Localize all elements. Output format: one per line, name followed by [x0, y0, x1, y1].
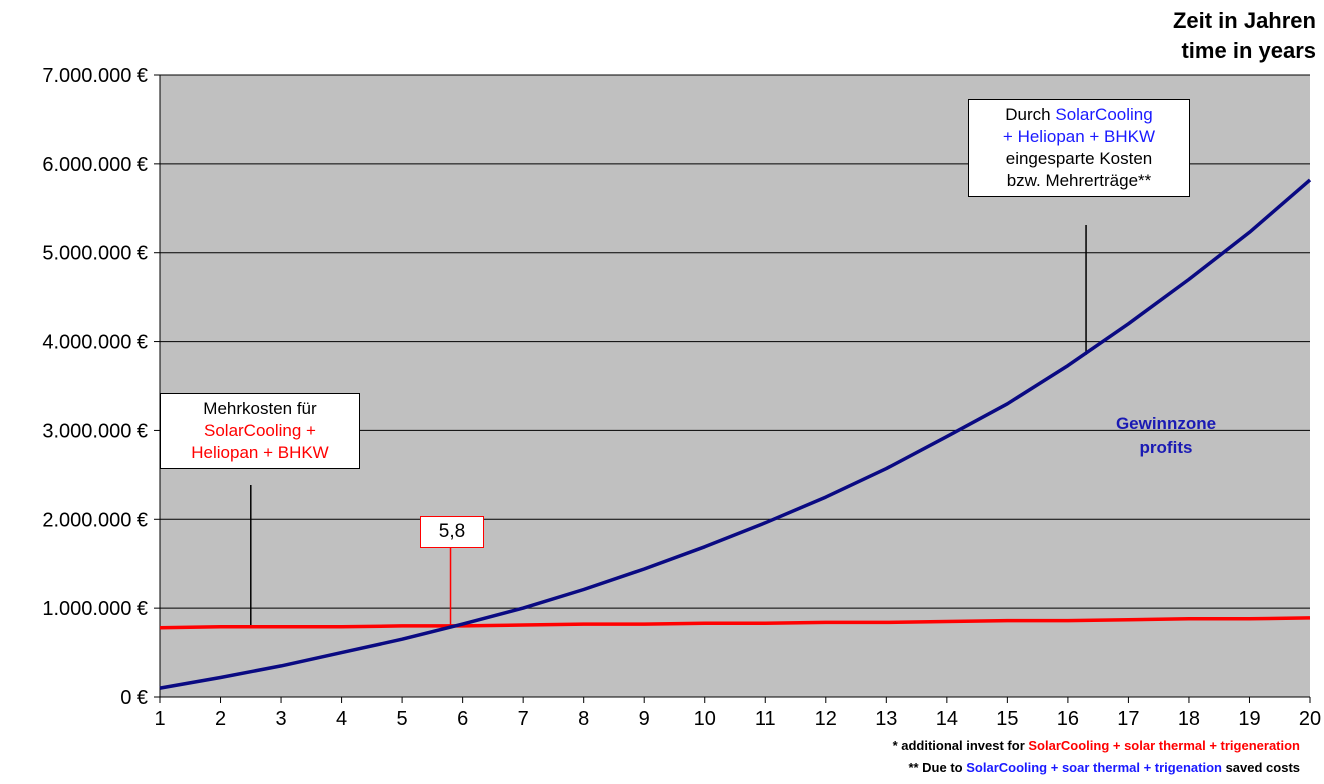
x-tick-label: 16 [1057, 708, 1079, 730]
y-tick-label: 5.000.000 € [42, 243, 148, 265]
profit-zone-label: Gewinnzone profits [1066, 412, 1266, 460]
x-tick-label: 10 [694, 708, 716, 730]
y-tick-label: 1.000.000 € [42, 598, 148, 620]
x-tick-label: 6 [457, 708, 468, 730]
y-tick-label: 2.000.000 € [42, 509, 148, 531]
savings-callout-line1-colored: SolarCooling [1055, 105, 1153, 124]
x-tick-label: 3 [275, 708, 286, 730]
savings-callout-line4: bzw. Mehrerträge** [1006, 171, 1152, 190]
footnote-1-prefix: * additional invest for [892, 738, 1029, 753]
cost-callout-line3: Heliopan + BHKW [191, 443, 329, 462]
x-tick-label: 7 [518, 708, 529, 730]
y-tick-label: 0 € [120, 687, 148, 709]
x-axis-title-en: time in years [1181, 38, 1316, 63]
x-tick-label: 20 [1299, 708, 1321, 730]
x-tick-label: 19 [1238, 708, 1260, 730]
cost-callout: Mehrkosten für SolarCooling + Heliopan +… [160, 393, 360, 469]
x-tick-label: 8 [578, 708, 589, 730]
savings-callout-line3: eingesparte Kosten [1005, 149, 1153, 168]
cost-callout-line1: Mehrkosten für [203, 399, 317, 418]
x-tick-label: 11 [755, 708, 776, 730]
x-tick-label: 13 [875, 708, 897, 730]
profit-zone-label-de: Gewinnzone [1115, 414, 1217, 433]
x-axis-title: Zeit in Jahren time in years [1173, 6, 1316, 66]
x-tick-label: 9 [639, 708, 650, 730]
footnote-1: * additional invest for SolarCooling + s… [893, 738, 1300, 753]
x-tick-label: 4 [336, 708, 347, 730]
series-line-2 [159, 178, 1312, 690]
footnote-2-prefix: ** Due to [908, 760, 967, 775]
cost-callout-line2: SolarCooling + [204, 421, 316, 440]
x-tick-label: 18 [1178, 708, 1200, 730]
footnote-1-colored: SolarCooling + solar thermal + trigenera… [1028, 738, 1300, 753]
y-tick-label: 7.000.000 € [42, 65, 148, 87]
y-tick-label: 6.000.000 € [42, 154, 148, 176]
footnote-2-colored: SolarCooling + soar thermal + trigenatio… [966, 760, 1222, 775]
x-tick-label: 14 [936, 708, 958, 730]
y-tick-label: 4.000.000 € [42, 332, 148, 354]
footnote-2: ** Due to SolarCooling + soar thermal + … [908, 760, 1300, 775]
savings-callout-line2: + Heliopan + BHKW [1002, 127, 1156, 146]
x-tick-label: 1 [154, 708, 165, 730]
profit-zone-label-en: profits [1139, 438, 1193, 457]
x-axis-title-de: Zeit in Jahren [1172, 8, 1316, 33]
y-tick-label: 3.000.000 € [42, 420, 148, 442]
x-tick-label: 12 [815, 708, 837, 730]
series-line-1 [159, 616, 1311, 630]
footnote-2-suffix: saved costs [1221, 760, 1300, 775]
break-even-label: 5,8 [420, 516, 484, 548]
savings-callout-line1: Durch SolarCooling [975, 104, 1183, 126]
x-tick-label: 5 [397, 708, 408, 730]
x-tick-label: 17 [1117, 708, 1139, 730]
x-tick-label: 15 [996, 708, 1018, 730]
savings-callout-line1-prefix: Durch [1005, 105, 1056, 124]
x-tick-label: 2 [215, 708, 226, 730]
savings-callout: Durch SolarCooling + Heliopan + BHKW ein… [968, 99, 1190, 197]
